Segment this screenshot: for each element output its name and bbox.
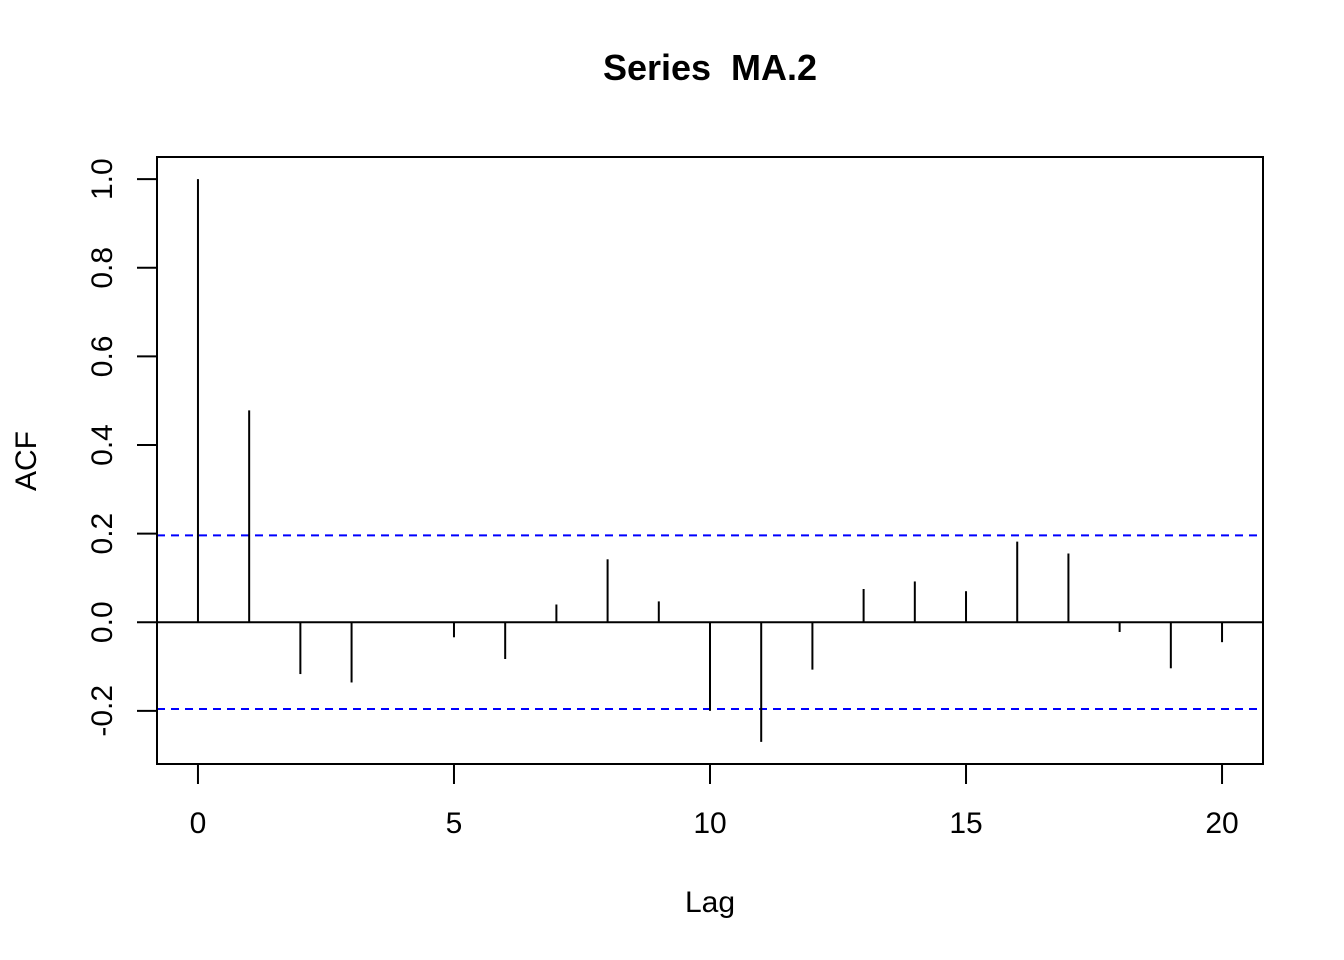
acf-stems <box>196 179 1224 742</box>
x-tick-label-10: 10 <box>693 807 726 840</box>
chart-title: Series MA.2 <box>603 47 817 88</box>
y-tick-label-5: 0.8 <box>86 247 119 289</box>
x-axis-label: Lag <box>685 886 735 919</box>
y-axis-label: ACF <box>10 431 43 491</box>
y-tick-label-3: 0.4 <box>86 424 119 466</box>
y-tick-label-4: 0.6 <box>86 336 119 378</box>
x-tick-label-0: 0 <box>190 807 207 840</box>
x-axis: 0 5 10 15 20 <box>190 763 1239 840</box>
x-tick-label-15: 15 <box>949 807 982 840</box>
y-tick-label-1: 0.0 <box>86 601 119 643</box>
x-tick-label-5: 5 <box>446 807 463 840</box>
y-tick-label-2: 0.2 <box>86 513 119 555</box>
y-axis: -0.2 0.0 0.2 0.4 0.6 0.8 1.0 <box>86 158 158 737</box>
y-tick-label-6: 1.0 <box>86 158 119 200</box>
y-tick-label-0: -0.2 <box>86 685 119 737</box>
x-tick-label-20: 20 <box>1205 807 1238 840</box>
